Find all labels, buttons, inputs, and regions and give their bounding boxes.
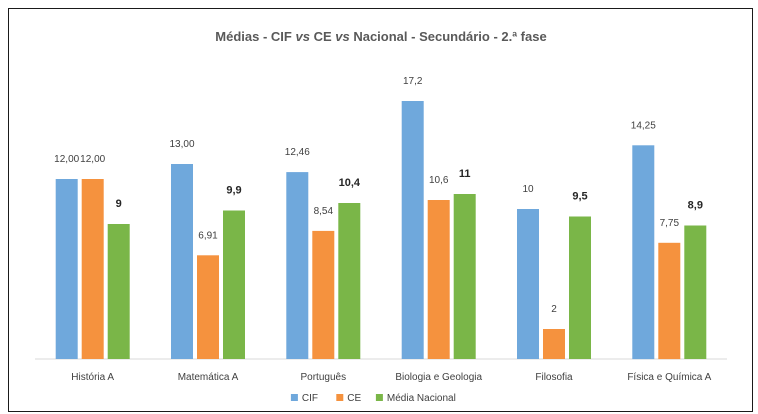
bar-média-nacional-3 (338, 203, 361, 359)
data-label-cif-6: 14,25 (631, 120, 656, 131)
legend-label-média-nacional: Média Nacional (387, 393, 456, 404)
title-part: Nacional - Secundário - 2.ª fase (350, 29, 547, 44)
bar-média-nacional-6 (684, 225, 707, 359)
bar-ce-3 (312, 230, 335, 359)
data-label-ce-3: 8,54 (314, 206, 334, 217)
bar-cif-3 (286, 172, 309, 359)
bar-média-nacional-1 (107, 224, 130, 359)
data-label-média-nacional-4: 11 (459, 168, 471, 180)
data-label-ce-4: 10,6 (429, 175, 449, 186)
category-label: História A (71, 372, 114, 383)
data-label-média-nacional-2: 9,9 (226, 185, 241, 197)
category-label: Matemática A (178, 372, 239, 383)
chart-title: Médias - CIF vs CE vs Nacional - Secundá… (215, 29, 546, 44)
data-label-ce-5: 2 (551, 304, 557, 315)
bars-group (55, 101, 707, 360)
bar-cif-4 (401, 101, 424, 359)
bar-cif-5 (517, 209, 539, 359)
legend-label-cif: CIF (302, 393, 318, 404)
bar-ce-1 (81, 179, 104, 359)
legend-label-ce: CE (347, 393, 361, 404)
legend-swatch-média-nacional (375, 394, 383, 401)
bar-cif-2 (171, 164, 193, 359)
bar-média-nacional-2 (223, 210, 245, 359)
bar-média-nacional-4 (453, 194, 476, 359)
legend-swatch-cif (290, 394, 298, 401)
data-label-cif-5: 10 (522, 184, 534, 195)
category-labels-group: História A Matemática A Português Biologia … (71, 372, 711, 383)
chart-frame: Médias - CIF vs CE vs Nacional - Secundá… (8, 8, 753, 412)
data-label-média-nacional-3: 10,4 (339, 177, 361, 189)
category-label: Física e Química A (627, 372, 711, 383)
title-part: CE (310, 29, 335, 44)
bar-ce-4 (427, 200, 450, 359)
data-label-ce-1: 12,00 (80, 154, 105, 165)
bar-ce-2 (197, 255, 219, 359)
data-label-média-nacional-5: 9,5 (572, 191, 587, 203)
bar-cif-6 (632, 145, 655, 360)
data-label-ce-6: 7,75 (660, 218, 680, 229)
title-part: Médias - CIF (215, 29, 295, 44)
bar-ce-6 (658, 242, 681, 360)
data-label-cif-4: 17,2 (403, 76, 423, 87)
bar-ce-5 (543, 329, 565, 359)
bar-cif-1 (55, 179, 78, 359)
title-part: vs (295, 29, 309, 44)
category-label: Biologia e Geologia (395, 372, 482, 383)
bar-média-nacional-5 (569, 216, 591, 359)
data-label-cif-3: 12,46 (285, 147, 310, 158)
title-part: vs (335, 29, 349, 44)
data-label-cif-2: 13,00 (169, 139, 194, 150)
category-label: Filosofia (535, 372, 573, 383)
data-label-média-nacional-1: 9 (116, 198, 122, 210)
data-labels-group: 12,00 12,00 9 13,00 6,91 9,9 12,46 8,54 10,4 17,2… (54, 76, 703, 315)
bar-chart: Médias - CIF vs CE vs Nacional - Secundá… (35, 29, 727, 404)
legend: CIF CE Média Nacional (290, 393, 456, 404)
category-label: Português (301, 372, 347, 383)
data-label-média-nacional-6: 8,9 (688, 200, 703, 212)
data-label-cif-1: 12,00 (54, 154, 79, 165)
legend-swatch-ce (336, 394, 344, 401)
data-label-ce-2: 6,91 (198, 230, 218, 241)
